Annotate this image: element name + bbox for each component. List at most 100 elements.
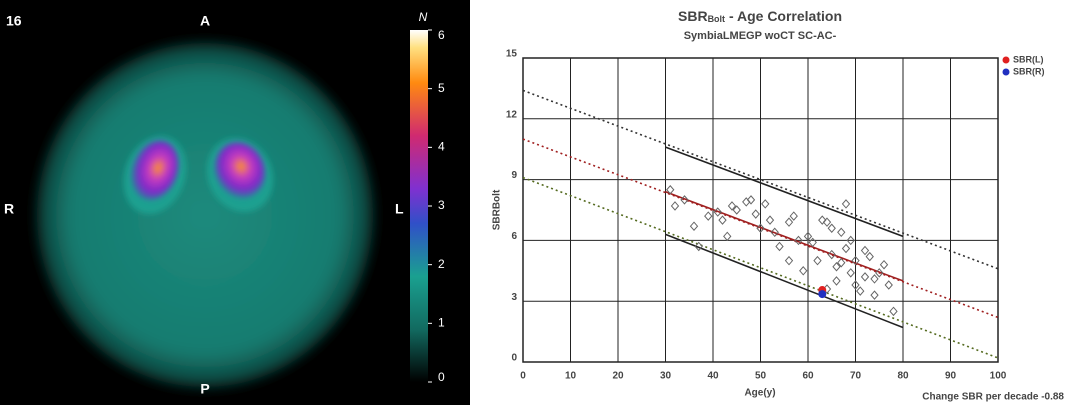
- y-tick-label: 15: [506, 49, 518, 60]
- data-point: [756, 223, 765, 233]
- data-point: [846, 268, 855, 278]
- legend-swatch: [1002, 68, 1010, 76]
- data-point: [704, 211, 713, 221]
- data-point: [860, 272, 870, 282]
- slice-number: 16: [6, 13, 22, 29]
- legend-label: SBR(L): [1013, 54, 1044, 64]
- legend-swatch: [1002, 56, 1010, 64]
- data-point: [713, 207, 722, 217]
- orientation-a: A: [200, 13, 210, 29]
- data-point: [870, 290, 879, 300]
- reference-line: [665, 146, 904, 238]
- data-point: [889, 306, 898, 317]
- orientation-r: R: [4, 201, 14, 217]
- data-point: [851, 280, 860, 290]
- data-point: [832, 276, 841, 286]
- data-point: [875, 268, 884, 278]
- reference-line: [665, 191, 904, 282]
- x-tick-label: 40: [707, 371, 719, 382]
- data-point: [751, 209, 760, 219]
- chart-subtitle: SymbiaLMEGP woCT SC-AC-: [684, 30, 837, 42]
- data-point: [827, 223, 836, 233]
- x-tick-label: 10: [565, 371, 577, 382]
- data-point: [784, 217, 794, 227]
- colorbar-tick-label: 3: [438, 198, 445, 212]
- colorbar-tick-label: 4: [438, 140, 445, 154]
- data-point: [813, 255, 822, 266]
- data-point: [770, 227, 779, 238]
- colorbar-tick-label: 2: [438, 257, 445, 271]
- striatum-right: [131, 140, 179, 200]
- data-point: [794, 235, 803, 246]
- data-point: [680, 195, 689, 205]
- colorbar-tick-label: 0: [438, 370, 445, 384]
- data-point: [865, 251, 874, 262]
- x-tick-label: 60: [802, 371, 814, 382]
- title-rest: - Age Correlation: [725, 8, 842, 24]
- data-point: [832, 261, 841, 272]
- data-point: [856, 286, 865, 296]
- x-tick-label: 70: [850, 371, 862, 382]
- data-point: [822, 217, 832, 227]
- data-point: [789, 211, 798, 221]
- x-tick-label: 100: [990, 371, 1007, 382]
- data-point: [670, 201, 680, 211]
- data-point: [860, 245, 870, 256]
- data-point: [761, 199, 770, 209]
- colorbar: [410, 30, 428, 382]
- x-tick-label: 90: [945, 371, 957, 382]
- data-point: [732, 205, 741, 215]
- spect-image: 16 A P R L N: [0, 0, 470, 405]
- y-tick-label: 6: [511, 231, 517, 242]
- colorbar-tick-label: 5: [438, 81, 445, 95]
- data-point: [784, 255, 794, 266]
- x-tick-label: 20: [612, 371, 624, 382]
- data-point: [723, 231, 732, 242]
- reference-line: [665, 233, 904, 329]
- y-tick-label: 9: [511, 170, 517, 181]
- data-point: [746, 195, 756, 205]
- data-point: [827, 249, 836, 260]
- data-point: [851, 255, 860, 266]
- data-point: [666, 184, 675, 195]
- data-point: [837, 257, 846, 268]
- data-point: [694, 241, 703, 252]
- data-point: [799, 266, 808, 276]
- data-point: [870, 274, 879, 284]
- data-point: [718, 215, 727, 225]
- data-point: [841, 243, 851, 254]
- data-point: [879, 259, 889, 270]
- orientation-l: L: [395, 201, 404, 217]
- brain: [37, 43, 373, 387]
- data-point: [775, 241, 784, 252]
- data-point: [818, 215, 827, 225]
- y-tick-label: 0: [511, 353, 517, 364]
- chart-title: SBRBolt - Age Correlation: [678, 8, 842, 25]
- striatum-left: [215, 142, 265, 198]
- data-point: [846, 235, 855, 246]
- orientation-p: P: [200, 381, 209, 397]
- patient-point: [818, 290, 827, 299]
- x-tick-label: 50: [755, 371, 767, 382]
- footnote: Change SBR per decade -0.88: [922, 392, 1064, 403]
- colorbar-tick-label: 1: [438, 316, 445, 330]
- data-point: [689, 221, 699, 231]
- data-point: [837, 227, 846, 238]
- data-point: [841, 199, 851, 209]
- colorbar-tick-label: 6: [438, 28, 445, 42]
- x-tick-label: 30: [660, 371, 672, 382]
- data-point: [803, 231, 813, 242]
- data-point: [808, 237, 817, 248]
- x-axis-label: Age(y): [744, 388, 775, 399]
- y-tick-label: 3: [511, 292, 517, 303]
- y-tick-label: 12: [506, 109, 518, 120]
- y-axis-label: SBRBolt: [492, 189, 503, 230]
- colorbar-label: N: [419, 10, 428, 24]
- title-main: SBR: [678, 8, 708, 24]
- x-tick-label: 0: [520, 371, 526, 382]
- data-point: [727, 201, 737, 211]
- legend-label: SBR(R): [1013, 66, 1045, 76]
- data-point: [884, 280, 893, 290]
- title-sub: Bolt: [708, 14, 726, 24]
